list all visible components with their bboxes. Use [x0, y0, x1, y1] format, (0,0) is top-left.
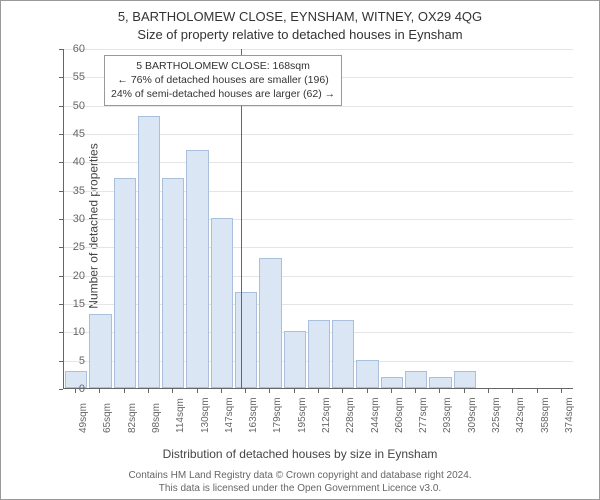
xtick-label: 309sqm	[467, 397, 478, 433]
xtick-mark	[294, 389, 295, 393]
xtick-label: 358sqm	[540, 397, 551, 433]
xtick-label: 49sqm	[78, 403, 89, 433]
xtick-mark	[197, 389, 198, 393]
ytick-label: 20	[45, 270, 85, 282]
annotation-box: 5 BARTHOLOMEW CLOSE: 168sqm ← 76% of det…	[104, 55, 342, 106]
histogram-bar	[332, 320, 354, 388]
annotation-line-1: 5 BARTHOLOMEW CLOSE: 168sqm	[111, 59, 335, 73]
ytick-mark	[59, 77, 63, 78]
xtick-label: 374sqm	[564, 397, 575, 433]
ytick-label: 35	[45, 185, 85, 197]
xtick-mark	[391, 389, 392, 393]
xtick-label: 179sqm	[272, 397, 283, 433]
histogram-bar	[308, 320, 330, 388]
histogram-bar	[211, 218, 233, 388]
annotation-line-3: 24% of semi-detached houses are larger (…	[111, 87, 335, 101]
histogram-bar	[235, 292, 257, 388]
xtick-mark	[537, 389, 538, 393]
xtick-mark	[488, 389, 489, 393]
xtick-label: 163sqm	[248, 397, 259, 433]
xtick-label: 342sqm	[515, 397, 526, 433]
xtick-mark	[342, 389, 343, 393]
ytick-label: 5	[45, 355, 85, 367]
ytick-mark	[59, 49, 63, 50]
xtick-mark	[439, 389, 440, 393]
xtick-mark	[172, 389, 173, 393]
gridline	[64, 49, 573, 50]
ytick-mark	[59, 219, 63, 220]
xtick-mark	[512, 389, 513, 393]
histogram-bar	[454, 371, 476, 388]
histogram-bar	[162, 178, 184, 388]
xtick-label: 228sqm	[345, 397, 356, 433]
histogram-bar	[356, 360, 378, 388]
ytick-label: 10	[45, 326, 85, 338]
xtick-mark	[75, 389, 76, 393]
ytick-mark	[59, 134, 63, 135]
ytick-label: 55	[45, 71, 85, 83]
xtick-label: 260sqm	[394, 397, 405, 433]
xtick-label: 244sqm	[370, 397, 381, 433]
xtick-mark	[269, 389, 270, 393]
xtick-label: 65sqm	[102, 403, 113, 433]
ytick-mark	[59, 247, 63, 248]
ytick-label: 60	[45, 43, 85, 55]
xtick-mark	[318, 389, 319, 393]
annotation-line-2: ← 76% of detached houses are smaller (19…	[111, 73, 335, 87]
ytick-mark	[59, 304, 63, 305]
xtick-label: 325sqm	[491, 397, 502, 433]
ytick-mark	[59, 389, 63, 390]
histogram-bar	[114, 178, 136, 388]
histogram-bar	[405, 371, 427, 388]
ytick-label: 25	[45, 241, 85, 253]
xtick-label: 130sqm	[200, 397, 211, 433]
histogram-bar	[138, 116, 160, 388]
footer: Contains HM Land Registry data © Crown c…	[1, 469, 599, 495]
ytick-mark	[59, 162, 63, 163]
ytick-mark	[59, 361, 63, 362]
xtick-label: 195sqm	[297, 397, 308, 433]
xtick-mark	[99, 389, 100, 393]
footer-line-1: Contains HM Land Registry data © Crown c…	[1, 469, 599, 482]
ytick-mark	[59, 191, 63, 192]
chart-title-sub: Size of property relative to detached ho…	[1, 27, 599, 42]
xtick-mark	[245, 389, 246, 393]
xtick-label: 277sqm	[418, 397, 429, 433]
xtick-label: 212sqm	[321, 397, 332, 433]
xtick-label: 293sqm	[442, 397, 453, 433]
xtick-mark	[561, 389, 562, 393]
ytick-label: 0	[45, 383, 85, 395]
xtick-label: 147sqm	[224, 397, 235, 433]
xtick-label: 98sqm	[151, 403, 162, 433]
x-axis-label: Distribution of detached houses by size …	[1, 447, 599, 461]
xtick-mark	[415, 389, 416, 393]
xtick-mark	[124, 389, 125, 393]
ytick-label: 15	[45, 298, 85, 310]
histogram-bar	[284, 331, 306, 388]
chart-container: 5, BARTHOLOMEW CLOSE, EYNSHAM, WITNEY, O…	[0, 0, 600, 500]
xtick-mark	[148, 389, 149, 393]
ytick-label: 50	[45, 100, 85, 112]
histogram-bar	[186, 150, 208, 388]
histogram-bar	[259, 258, 281, 388]
histogram-bar	[89, 314, 111, 388]
gridline	[64, 106, 573, 107]
xtick-label: 82sqm	[127, 403, 138, 433]
ytick-mark	[59, 106, 63, 107]
plot-area: 5 BARTHOLOMEW CLOSE: 168sqm ← 76% of det…	[63, 49, 573, 389]
ytick-label: 45	[45, 128, 85, 140]
ytick-label: 40	[45, 156, 85, 168]
ytick-label: 30	[45, 213, 85, 225]
chart-title-main: 5, BARTHOLOMEW CLOSE, EYNSHAM, WITNEY, O…	[1, 9, 599, 24]
xtick-mark	[367, 389, 368, 393]
histogram-bar	[429, 377, 451, 388]
xtick-mark	[221, 389, 222, 393]
ytick-mark	[59, 332, 63, 333]
xtick-label: 114sqm	[175, 398, 186, 433]
footer-line-2: This data is licensed under the Open Gov…	[1, 482, 599, 495]
xtick-mark	[464, 389, 465, 393]
histogram-bar	[381, 377, 403, 388]
ytick-mark	[59, 276, 63, 277]
